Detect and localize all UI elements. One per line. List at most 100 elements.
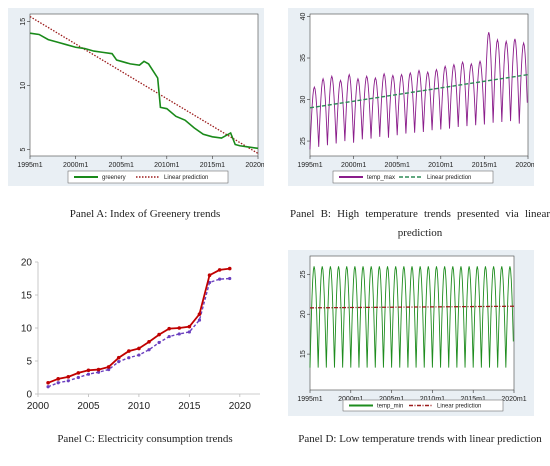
y-tick-label: 5 [20,148,27,152]
series-greenery [29,32,259,150]
x-tick-label: 2000m1 [338,396,363,403]
x-tick-label: 2005m1 [379,396,404,403]
y-tick-label: 0 [26,390,32,401]
caption-panel-b: Panel B: High temperature trends present… [290,208,550,239]
point-electricity-dashed [117,360,121,364]
x-tick-label: 2010m1 [154,162,179,169]
point-electricity-solid [157,332,161,337]
y-tick-label: 15 [20,18,27,26]
legend-label: Linear prediction [427,175,471,181]
x-tick-label: 2010m1 [428,162,453,169]
point-electricity-solid [116,355,121,360]
point-electricity-dashed [76,375,80,380]
legend-label: temp_max [367,175,395,181]
series-linear-prediction [29,16,259,154]
point-electricity-dashed [66,379,70,383]
x-tick-label: 2015m1 [200,162,225,169]
point-electricity-solid [106,365,111,369]
point-electricity-dashed [56,381,60,385]
y-tick-label: 20 [300,310,307,318]
y-tick-label: 40 [300,12,307,20]
x-tick-label: 2020m1 [501,396,526,403]
caption-panel-c: Panel C: Electricity consumption trends [57,433,233,445]
point-electricity-solid [56,377,60,381]
x-tick-label: 2010m1 [420,396,445,403]
point-electricity-solid [217,268,222,272]
x-tick-label: 2000m1 [341,162,366,169]
point-electricity-dashed [96,370,101,374]
x-tick-label: 2005m1 [109,162,134,169]
point-electricity-solid [66,375,71,379]
x-tick-label: 2015m1 [461,396,486,403]
x-tick-label: 2020m1 [515,162,534,169]
chart-b: 25 30 35 40 1995m1 2000m1 2005m1 2010m1 2015m1 20… [288,8,534,186]
point-electricity-dashed [137,353,141,357]
point-electricity-solid [86,368,91,373]
x-tick-label: 2015 [178,401,201,412]
point-electricity-solid [167,326,171,331]
point-electricity-dashed [177,332,181,336]
panel-c: 0 5 10 15 20 2000 2005 2010 2015 2020 [8,248,264,416]
point-electricity-solid [207,273,212,277]
x-tick-label: 2020m1 [245,162,264,169]
point-electricity-dashed [187,330,191,334]
caption-panel-d: Panel D: Low temperature trends with lin… [298,433,542,445]
y-tick-label: 10 [20,82,27,90]
chart-background [8,248,264,416]
y-tick-label: 5 [26,357,32,368]
point-electricity-dashed [197,318,202,322]
x-tick-label: 1995m1 [17,162,42,169]
point-electricity-solid [76,371,81,375]
chart-d: 15 20 25 1995m1 2000m1 2005m1 2010m1 2015m1 2020… [288,250,534,416]
x-tick-label: 1995m1 [297,162,322,169]
point-electricity-dashed [228,276,232,281]
plot-area [309,255,515,391]
y-tick-label: 30 [300,96,307,104]
caption-panel-a: Panel A: Index of Greenery trends [69,208,221,220]
point-electricity-solid [187,324,192,329]
legend-label: Linear prediction [437,404,481,410]
series-linear-prediction [309,305,515,309]
y-tick-label: 15 [300,350,307,358]
y-tick-label: 15 [21,291,33,302]
point-electricity-dashed [107,367,111,372]
panel-a: 5 10 15 1995m1 2000m1 2005m1 2010m1 2015m1 2020m… [8,8,264,186]
y-tick-label: 35 [300,54,307,62]
y-tick-label: 25 [300,270,307,278]
x-tick-label: 2020 [229,401,252,412]
point-electricity-solid [197,312,202,316]
panel-b: 25 30 35 40 1995m1 2000m1 2005m1 2010m1 2015m1 20… [288,8,534,186]
point-electricity-solid [147,340,151,344]
point-electricity-dashed [157,340,161,345]
point-electricity-dashed [218,277,222,281]
chart-c: 0 5 10 15 20 2000 2005 2010 2015 2020 [8,248,264,416]
point-electricity-dashed [86,372,91,376]
series-temp-min [309,266,514,368]
y-tick-label: 25 [300,137,307,145]
point-electricity-dashed [127,356,131,360]
x-tick-label: 2010 [128,401,151,412]
plot-area [309,13,529,157]
point-electricity-dashed [167,334,171,339]
x-tick-label: 2000m1 [63,162,88,169]
series-temp-max [309,32,528,150]
chart-a: 5 10 15 1995m1 2000m1 2005m1 2010m1 2015m1 2020m… [8,8,264,186]
point-electricity-solid [96,367,101,372]
x-tick-label: 2000 [27,401,50,412]
x-tick-label: 2005m1 [385,162,410,169]
point-electricity-solid [127,349,131,353]
x-tick-label: 2005 [77,401,100,412]
point-electricity-solid [177,326,182,330]
legend-label: temp_min [377,404,403,410]
point-electricity-dashed [147,348,151,352]
legend-label: greenery [102,175,126,181]
point-electricity-solid [46,380,50,385]
point-electricity-solid [227,266,232,271]
x-tick-label: 2015m1 [472,162,497,169]
series-linear-prediction [309,73,529,109]
legend-label: Linear prediction [164,175,208,181]
point-electricity-solid [137,346,141,351]
panel-d: 15 20 25 1995m1 2000m1 2005m1 2010m1 2015m1 2020… [288,250,534,416]
y-tick-label: 20 [21,258,33,269]
x-tick-label: 1995m1 [297,396,322,403]
